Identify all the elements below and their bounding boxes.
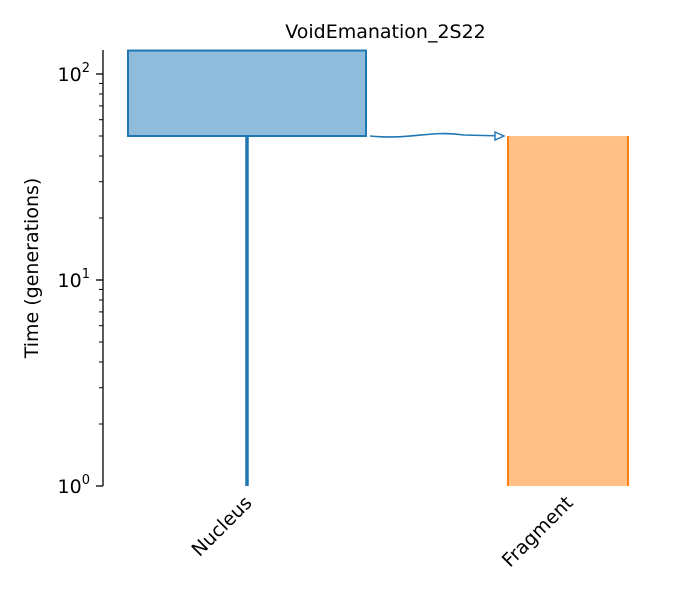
ancestral-population-box	[127, 49, 367, 138]
y-tick-exponent: 1	[82, 267, 90, 282]
y-tick-label: 100	[58, 473, 90, 498]
y-tick-base: 10	[58, 270, 82, 292]
y-tick-label: 102	[58, 61, 90, 86]
category-labels: Nucleus Fragment	[188, 492, 578, 572]
chart-title: VoidEmanation_2S22	[285, 21, 486, 43]
category-label: Nucleus	[188, 492, 257, 561]
category-label: Fragment	[498, 492, 578, 572]
y-minor-ticks	[99, 82, 103, 425]
population-box	[508, 136, 628, 486]
y-axis-label: Time (generations)	[21, 178, 43, 360]
migration-arrowhead	[494, 130, 506, 142]
migration-arrow	[369, 132, 505, 138]
y-tick-base: 10	[58, 476, 82, 498]
y-tick-exponent: 0	[82, 473, 90, 488]
y-tick-label: 101	[58, 267, 90, 292]
y-tick-base: 10	[58, 64, 82, 86]
population-marks	[127, 49, 629, 486]
y-tick-exponent: 2	[82, 61, 90, 76]
